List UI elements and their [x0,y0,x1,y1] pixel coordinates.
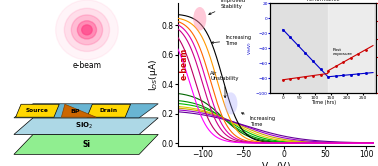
Polygon shape [14,118,158,134]
Text: e-beam: e-beam [180,47,189,80]
Polygon shape [14,134,158,154]
Circle shape [71,15,102,45]
Polygon shape [14,104,158,118]
Text: BP: BP [71,109,80,114]
X-axis label: V$_{GS}$(V): V$_{GS}$(V) [261,161,291,166]
Ellipse shape [193,7,206,31]
Polygon shape [61,104,96,117]
Circle shape [56,0,118,60]
Circle shape [82,25,92,35]
Text: Increasing
Time: Increasing Time [242,113,276,127]
Polygon shape [87,104,130,117]
Ellipse shape [225,92,237,114]
Text: Drain: Drain [100,108,118,113]
Text: Air
Unstability: Air Unstability [211,71,239,98]
Text: Increasing
Time: Increasing Time [212,35,251,45]
Circle shape [64,8,110,51]
Text: Si: Si [82,140,90,149]
Circle shape [77,21,96,39]
Y-axis label: I$_{DS}$(μA): I$_{DS}$(μA) [147,59,160,91]
Polygon shape [15,104,59,117]
Text: e-beam: e-beam [73,61,101,70]
Text: Source: Source [26,108,49,113]
Text: SiO$_2$: SiO$_2$ [76,121,94,131]
Text: Improved
Stability: Improved Stability [209,0,245,14]
